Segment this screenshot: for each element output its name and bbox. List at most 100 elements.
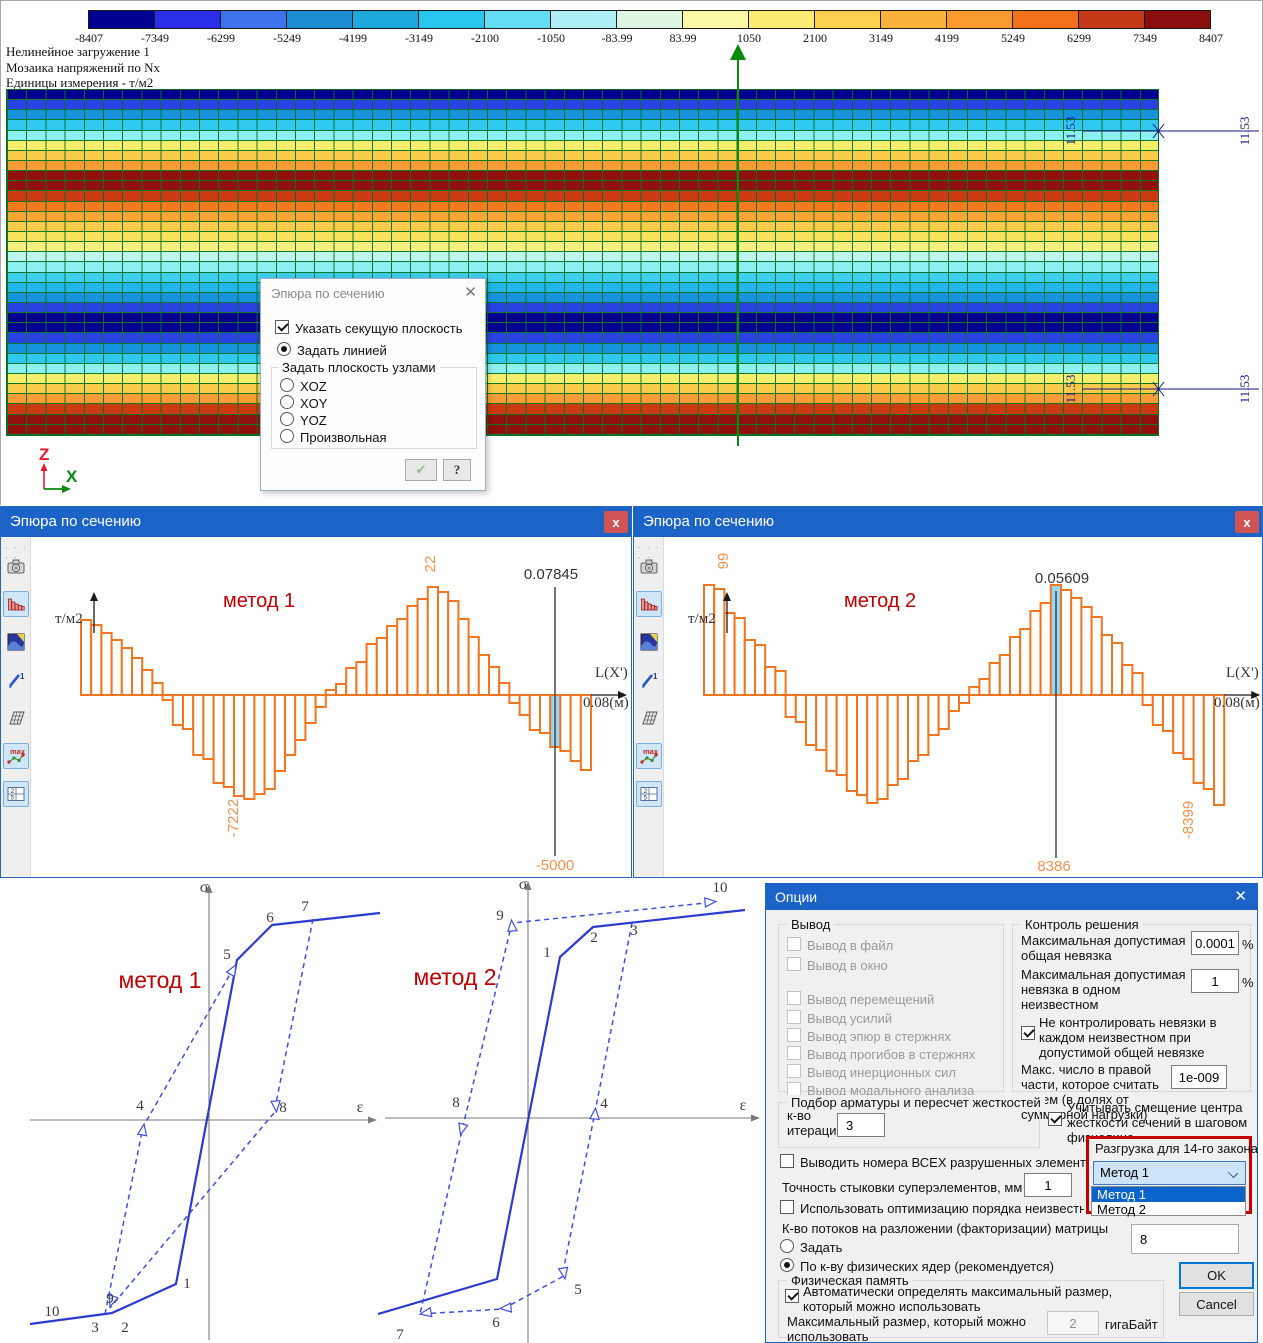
define-by-line-label: Задать линией: [297, 343, 387, 358]
all-destroyed-elements-label: Выводить номера ВСЕХ разрушенных элемент…: [800, 1155, 1100, 1170]
window-titlebar[interactable]: Эпюра по сечению: [1, 507, 631, 537]
help-button[interactable]: ?: [443, 459, 471, 481]
scale-tick-label: 83.99: [669, 31, 697, 45]
mosaic-row: [7, 171, 1158, 182]
pen-icon[interactable]: 1: [3, 667, 29, 693]
superelement-precision-input[interactable]: 1: [1024, 1173, 1072, 1197]
plane-xoy-radio[interactable]: [280, 395, 294, 409]
output-option-checkbox-5[interactable]: [787, 1046, 801, 1060]
svg-text:0.05609: 0.05609: [1035, 570, 1089, 587]
plane-xoy-label: XOY: [300, 396, 328, 411]
scale-tick-label: -83.99: [601, 31, 633, 45]
memory-size-input[interactable]: 2: [1047, 1311, 1099, 1335]
color-scale-labels: -8407 -7349 -6299 -5249 -4199 -3149 -2100 -1050…: [75, 31, 1223, 45]
scale-tick-label: -3149: [405, 31, 433, 45]
close-button[interactable]: x: [1235, 511, 1259, 533]
order-optimization-checkbox[interactable]: [780, 1200, 794, 1214]
close-button[interactable]: x: [604, 511, 628, 533]
unloading-method-combobox[interactable]: Метод 1: [1093, 1161, 1246, 1185]
memory-group-legend: Физическая память: [787, 1273, 913, 1288]
epure-icon[interactable]: [3, 591, 29, 617]
svg-text:1: 1: [543, 945, 551, 961]
set-threads-radio[interactable]: [780, 1239, 794, 1253]
no-residual-control-checkbox[interactable]: [1021, 1026, 1035, 1040]
pen-icon[interactable]: 1: [636, 667, 662, 693]
close-icon[interactable]: ✕: [464, 284, 477, 301]
plane-xoz-radio[interactable]: [280, 378, 294, 392]
output-option-checkbox-0[interactable]: [787, 937, 801, 951]
dropdown-option-method-2[interactable]: Метод 2: [1097, 1202, 1146, 1217]
output-option-checkbox-6[interactable]: [787, 1064, 801, 1078]
max-icon[interactable]: max: [636, 743, 662, 769]
options-titlebar[interactable]: Опции: [766, 884, 1257, 910]
max-single-residual-input[interactable]: 1: [1191, 969, 1239, 993]
epure-icon[interactable]: [636, 591, 662, 617]
svg-text:σ: σ: [519, 880, 528, 893]
plane-yoz-radio[interactable]: [280, 412, 294, 426]
svg-text:2: 2: [121, 1320, 129, 1336]
x-axis-label: X: [66, 467, 78, 486]
max-icon[interactable]: max: [3, 743, 29, 769]
mosaic-icon[interactable]: [636, 629, 662, 655]
grid-icon[interactable]: [3, 705, 29, 731]
plane-group-legend: Задать плоскость узлами: [278, 360, 440, 375]
cancel-button[interactable]: Cancel: [1179, 1292, 1254, 1316]
toolbar-grip[interactable]: . . . . .: [5, 540, 28, 560]
section-cut-line[interactable]: [737, 58, 739, 446]
max-total-residual-input[interactable]: 0.0001: [1191, 931, 1239, 955]
dimension-value-inner-2: 11.53: [1063, 374, 1078, 404]
max-single-residual-label: Максимальная допустимая невязка в одном …: [1021, 967, 1186, 1012]
mosaic-row: [7, 353, 1158, 364]
svg-text:-8399: -8399: [1180, 801, 1197, 839]
zero-threshold-input[interactable]: 1e-009: [1171, 1065, 1227, 1089]
svg-text:L(X'): L(X'): [595, 665, 628, 681]
mosaic-icon[interactable]: [3, 629, 29, 655]
mosaic-row: [7, 100, 1158, 111]
superelement-precision-label: Точность стыковки суперэлементов, мм: [782, 1180, 1023, 1195]
scale-tick-label: 1050: [737, 31, 761, 45]
ok-button[interactable]: OK: [1179, 1262, 1254, 1289]
svg-text:2: 2: [590, 930, 598, 946]
svg-text:метод 1: метод 1: [118, 967, 201, 993]
svg-text:max: max: [10, 747, 26, 756]
camera-icon[interactable]: [3, 553, 29, 579]
dropdown-option-method-1[interactable]: Метод 1: [1092, 1187, 1245, 1202]
memory-size-label: Максимальный размер, который можно испол…: [787, 1314, 1027, 1343]
output-option-checkbox-3[interactable]: [787, 1010, 801, 1024]
output-option-checkbox-4[interactable]: [787, 1028, 801, 1042]
grid-icon[interactable]: [636, 705, 662, 731]
output-option-label-5: Вывод прогибов в стержнях: [807, 1047, 976, 1062]
auto-memory-checkbox[interactable]: [785, 1289, 799, 1303]
define-by-line-radio[interactable]: [277, 342, 291, 356]
output-option-checkbox-1[interactable]: [787, 957, 801, 971]
threads-count-input[interactable]: 8: [1131, 1224, 1239, 1254]
output-option-checkbox-7[interactable]: [787, 1082, 801, 1096]
svg-text:т/м2: т/м2: [688, 611, 716, 627]
svg-text:99: 99: [715, 553, 732, 570]
apply-button[interactable]: ✔: [405, 459, 437, 481]
iterations-input[interactable]: 3: [837, 1113, 885, 1137]
indicate-cut-plane-checkbox[interactable]: [275, 320, 289, 334]
by-cores-radio[interactable]: [780, 1258, 794, 1272]
close-icon[interactable]: ✕: [1234, 888, 1247, 905]
options-title: Опции: [775, 889, 818, 905]
output-option-label-2: Вывод перемещений: [807, 992, 935, 1007]
camera-icon[interactable]: [636, 553, 662, 579]
scale-tick-label: 8407: [1199, 31, 1223, 45]
stiffness-center-checkbox[interactable]: [1048, 1112, 1062, 1126]
output-group-legend: Вывод: [787, 917, 835, 932]
no-residual-control-label: Не контролировать невязки в каждом неизв…: [1039, 1015, 1217, 1060]
mosaic-row: [7, 191, 1158, 202]
toolbar-grip[interactable]: . . . . .: [638, 540, 661, 560]
all-destroyed-elements-checkbox[interactable]: [780, 1154, 794, 1168]
mosaic-row: [7, 242, 1158, 253]
plane-arbitrary-radio[interactable]: [280, 429, 294, 443]
output-option-checkbox-2[interactable]: [787, 991, 801, 1005]
scale-tick-label: -4199: [339, 31, 367, 45]
epure-window-1: Эпюра по сечению x . . . . . 1 max 2 5 0.078…: [0, 506, 632, 878]
window-titlebar[interactable]: Эпюра по сечению: [634, 507, 1262, 537]
svg-text:ε: ε: [740, 1097, 747, 1114]
